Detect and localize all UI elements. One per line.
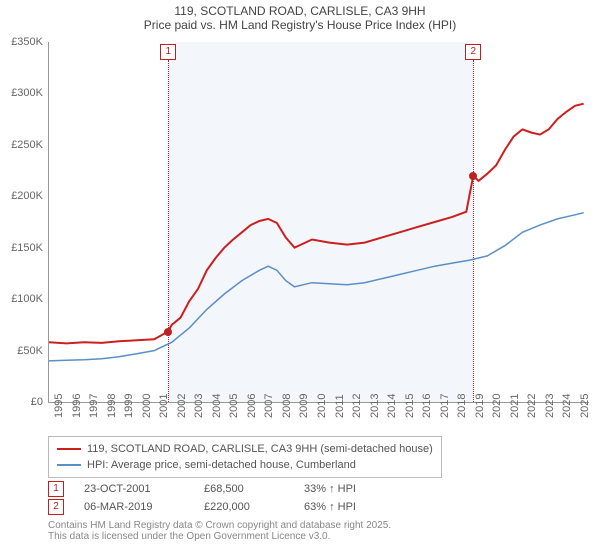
plot-area: £0£50K£100K£150K£200K£250K£300K£350K1995… — [48, 42, 589, 403]
y-tick-label: £0 — [1, 396, 43, 408]
x-tick-label: 2013 — [369, 394, 381, 418]
x-tick-label: 2012 — [351, 394, 363, 418]
event-row: 2 06-MAR-2019 £220,000 63% ↑ HPI — [48, 498, 394, 516]
legend-label: 119, SCOTLAND ROAD, CARLISLE, CA3 9HH (s… — [87, 443, 433, 455]
title-subtitle: Price paid vs. HM Land Registry's House … — [0, 18, 600, 32]
x-tick-label: 2023 — [544, 394, 556, 418]
x-tick-label: 2019 — [474, 394, 486, 418]
title-address: 119, SCOTLAND ROAD, CARLISLE, CA3 9HH — [0, 4, 600, 18]
x-tick-label: 2008 — [281, 394, 293, 418]
x-tick-label: 1997 — [88, 394, 100, 418]
x-tick-label: 2007 — [263, 394, 275, 418]
event-row: 1 23-OCT-2001 £68,500 33% ↑ HPI — [48, 480, 394, 498]
legend-label: HPI: Average price, semi-detached house,… — [87, 459, 356, 471]
event-marker: 2 — [48, 499, 64, 515]
y-tick-label: £50K — [1, 345, 43, 357]
chart-svg — [49, 42, 589, 402]
legend-row: HPI: Average price, semi-detached house,… — [57, 457, 433, 473]
event-marker: 1 — [48, 481, 64, 497]
x-tick-label: 2011 — [334, 394, 346, 418]
x-tick-label: 2009 — [298, 394, 310, 418]
chart-titles: 119, SCOTLAND ROAD, CARLISLE, CA3 9HH Pr… — [0, 0, 600, 32]
x-tick-label: 2010 — [316, 394, 328, 418]
event-pct: 33% ↑ HPI — [304, 483, 394, 495]
marker-line — [168, 60, 169, 402]
x-tick-label: 2000 — [141, 394, 153, 418]
x-tick-label: 1998 — [106, 394, 118, 418]
y-tick-label: £200K — [1, 190, 43, 202]
legend-swatch — [57, 464, 81, 466]
x-tick-label: 2005 — [228, 394, 240, 418]
x-tick-label: 2015 — [404, 394, 416, 418]
x-tick-label: 2021 — [509, 394, 521, 418]
event-list: 1 23-OCT-2001 £68,500 33% ↑ HPI 2 06-MAR-2019… — [48, 480, 394, 516]
sale-dot — [164, 328, 172, 336]
x-tick-label: 2024 — [561, 394, 573, 418]
series-hpi — [49, 213, 584, 361]
sale-dot — [469, 172, 477, 180]
y-tick-label: £150K — [1, 242, 43, 254]
event-pct: 63% ↑ HPI — [304, 501, 394, 513]
x-tick-label: 2017 — [439, 394, 451, 418]
x-tick-label: 2004 — [211, 394, 223, 418]
x-tick-label: 2025 — [579, 394, 591, 418]
x-tick-label: 2002 — [176, 394, 188, 418]
legend-row: 119, SCOTLAND ROAD, CARLISLE, CA3 9HH (s… — [57, 441, 433, 457]
y-tick-label: £350K — [1, 36, 43, 48]
x-tick-label: 2006 — [246, 394, 258, 418]
x-tick-label: 2016 — [421, 394, 433, 418]
x-tick-label: 1999 — [123, 394, 135, 418]
event-price: £68,500 — [204, 483, 284, 495]
x-tick-label: 1996 — [71, 394, 83, 418]
event-price: £220,000 — [204, 501, 284, 513]
x-tick-label: 2018 — [456, 394, 468, 418]
marker-box: 2 — [465, 44, 481, 60]
footer-text: Contains HM Land Registry data © Crown c… — [48, 520, 391, 542]
chart-container: 119, SCOTLAND ROAD, CARLISLE, CA3 9HH Pr… — [0, 0, 600, 560]
x-tick-label: 2020 — [491, 394, 503, 418]
legend-swatch — [57, 448, 81, 450]
event-date: 06-MAR-2019 — [84, 501, 184, 513]
y-tick-label: £100K — [1, 293, 43, 305]
x-tick-label: 1995 — [53, 394, 65, 418]
y-tick-label: £300K — [1, 87, 43, 99]
legend-box: 119, SCOTLAND ROAD, CARLISLE, CA3 9HH (s… — [48, 436, 442, 478]
x-tick-label: 2014 — [386, 394, 398, 418]
x-tick-label: 2022 — [526, 394, 538, 418]
marker-line — [473, 60, 474, 402]
marker-box: 1 — [160, 44, 176, 60]
y-tick-label: £250K — [1, 139, 43, 151]
x-tick-label: 2003 — [193, 394, 205, 418]
footer-line2: This data is licensed under the Open Gov… — [48, 531, 391, 542]
series-price_paid — [49, 104, 584, 344]
footer-line1: Contains HM Land Registry data © Crown c… — [48, 520, 391, 531]
event-date: 23-OCT-2001 — [84, 483, 184, 495]
